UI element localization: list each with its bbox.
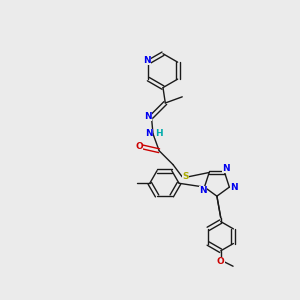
Text: N: N bbox=[145, 112, 152, 121]
Text: O: O bbox=[217, 257, 225, 266]
Text: S: S bbox=[182, 172, 189, 182]
Text: H: H bbox=[155, 129, 163, 138]
Text: N: N bbox=[230, 183, 238, 192]
Text: N: N bbox=[145, 129, 153, 138]
Text: N: N bbox=[199, 187, 207, 196]
Text: O: O bbox=[135, 142, 143, 152]
Text: N: N bbox=[222, 164, 230, 173]
Text: N: N bbox=[143, 56, 151, 65]
